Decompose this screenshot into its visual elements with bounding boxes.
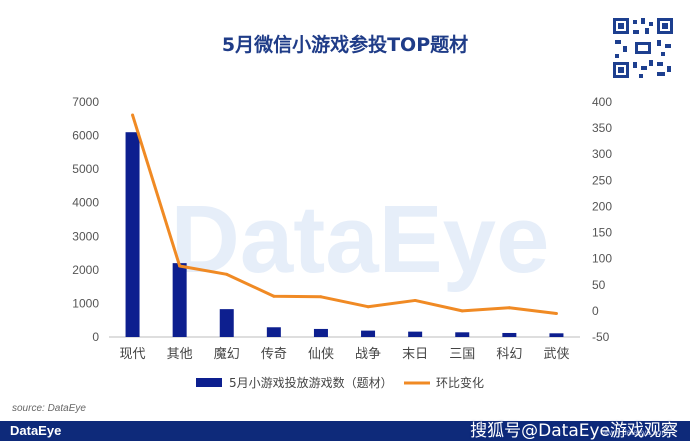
y-right-tick-label: -50 [592, 330, 610, 344]
y-right-tick-label: 400 [592, 95, 612, 109]
y-right-tick-label: 200 [592, 199, 612, 213]
y-right-tick-label: 100 [592, 252, 612, 266]
y-left-tick-label: 5000 [72, 162, 99, 176]
legend-bar-swatch [196, 378, 222, 387]
chart-title: 5月微信小游戏参投TOP题材 [221, 34, 469, 56]
y-left-tick-label: 0 [92, 330, 99, 344]
x-tick-label: 武侠 [543, 347, 569, 362]
footer-brand: DataEye [10, 423, 62, 438]
line-point [225, 272, 229, 276]
y-right-tick-label: 0 [592, 304, 599, 318]
bar [313, 328, 328, 337]
x-tick-label: 其他 [167, 347, 193, 362]
line-point [131, 113, 135, 117]
line-point [178, 264, 182, 268]
y-left-tick-label: 1000 [72, 296, 99, 310]
line-series [131, 113, 558, 315]
line-path [131, 114, 557, 315]
y-right-tick-label: 150 [592, 226, 612, 240]
y-left-tick-label: 3000 [72, 229, 99, 243]
x-tick-label: 魔幻 [214, 347, 240, 362]
line-point [319, 295, 323, 299]
footer-url: www.dataeye.com [603, 428, 668, 437]
bar [455, 332, 470, 337]
legend-bar-label: 5月小游戏投放游戏数（题材） [229, 375, 393, 390]
bar [361, 330, 376, 337]
y-left-tick-label: 2000 [72, 263, 99, 277]
y-left-tick-label: 4000 [72, 196, 99, 210]
y-left-tick-label: 6000 [72, 129, 99, 143]
x-tick-label: 战争 [355, 347, 381, 362]
y-right-tick-label: 50 [592, 278, 606, 292]
x-tick-label: 末日 [402, 347, 428, 362]
watermark: DataEye [171, 186, 550, 293]
bar [266, 327, 281, 337]
legend-line-label: 环比变化 [436, 375, 484, 390]
y-right-tick-label: 250 [592, 173, 612, 187]
qr-code-icon [611, 16, 675, 80]
bar [125, 132, 140, 337]
x-tick-label: 科幻 [496, 347, 522, 362]
bar [408, 331, 423, 337]
axes: 0 1000 2000 3000 4000 5000 6000 7000 -50 0 50 100 15… [72, 95, 612, 362]
line-point [554, 312, 558, 315]
x-tick-label: 传奇 [261, 346, 287, 362]
bar [219, 309, 234, 337]
footer-bar: DataEye www.dataeye.com [0, 421, 690, 441]
source-note: source: DataEye [12, 403, 86, 414]
line-point [366, 305, 370, 309]
line-point [413, 298, 417, 302]
x-tick-label: 现代 [120, 347, 146, 362]
line-point [507, 306, 511, 310]
line-point [272, 294, 276, 298]
y-left-tick-label: 7000 [72, 95, 99, 109]
x-tick-label: 三国 [449, 347, 475, 362]
footer-credit: 搜狐号@DataEye游戏观察 [470, 421, 678, 441]
y-right-tick-label: 350 [592, 121, 612, 135]
legend: 5月小游戏投放游戏数（题材） 环比变化 [196, 375, 484, 390]
bar [549, 333, 564, 337]
bar [502, 332, 517, 337]
bar [172, 263, 187, 337]
x-tick-label: 仙侠 [308, 347, 334, 362]
bars [125, 132, 564, 337]
line-point [460, 309, 464, 313]
y-right-tick-label: 300 [592, 147, 612, 161]
